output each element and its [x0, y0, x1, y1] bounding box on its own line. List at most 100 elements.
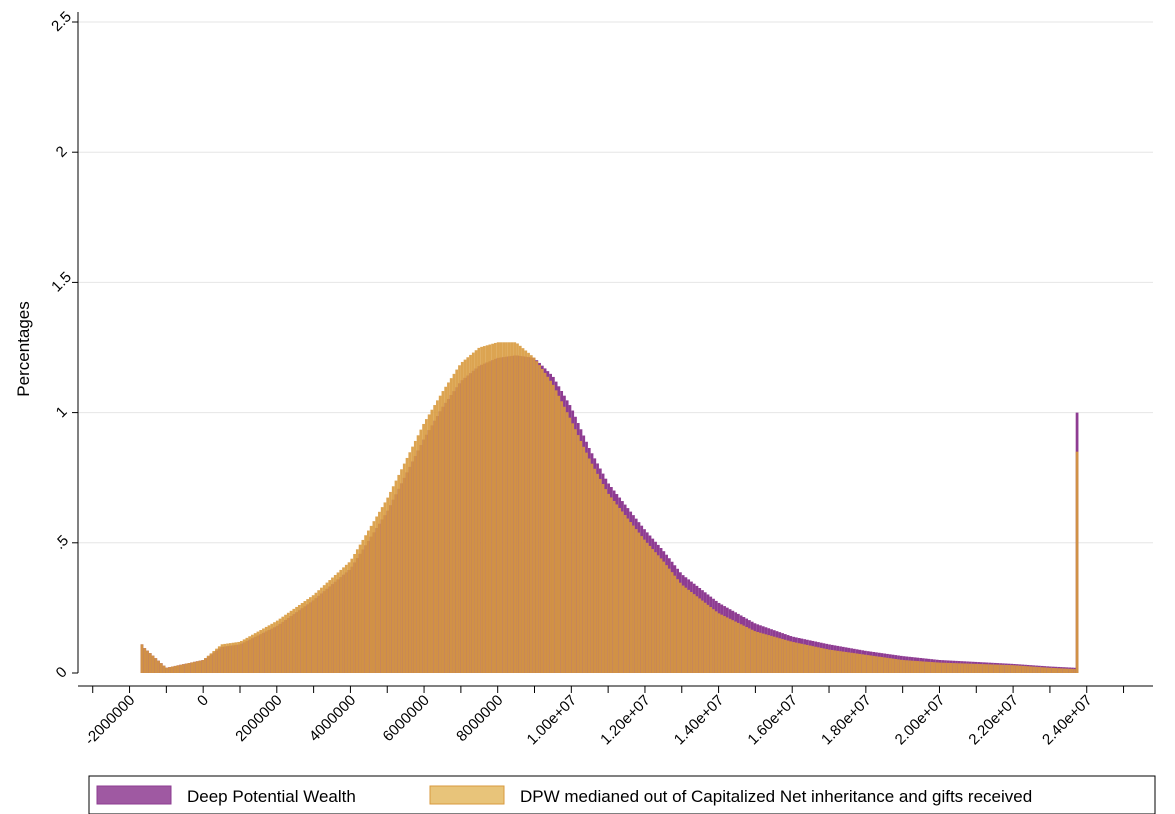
bar-dpw-medianed [554, 390, 558, 673]
bar-dpw-medianed [565, 412, 569, 673]
bar-dpw-medianed [264, 626, 268, 673]
bar-dpw-medianed [687, 589, 691, 673]
bar-dpw-medianed [864, 654, 867, 673]
bar-dpw-medianed [855, 653, 859, 673]
x-tick-label: 2.40e+07 [1039, 692, 1096, 749]
x-tick-label: 2.00e+07 [892, 692, 949, 749]
bar-dpw-medianed [499, 342, 503, 673]
bar-dpw-medianed [637, 532, 641, 673]
x-tick-label: 2000000 [232, 692, 285, 745]
bar-dpw-medianed [988, 664, 992, 673]
bar-dpw-medianed [378, 511, 381, 673]
bar-dpw-medianed [309, 597, 312, 673]
bar-dpw-medianed [811, 646, 815, 673]
bar-dpw-medianed [436, 400, 439, 673]
bar-dpw-medianed [897, 659, 900, 673]
bar-dpw-medianed [206, 655, 210, 673]
bar-dpw-medianed [808, 645, 812, 673]
bar-dpw-medianed [482, 346, 486, 673]
bar-dpw-medianed [966, 663, 969, 673]
bar-dpw-medianed [656, 555, 660, 673]
bar-dpw-medianed [742, 625, 746, 673]
bar-dpw-medianed [910, 660, 914, 673]
bar-dpw-medianed [179, 664, 183, 673]
bar-dpw-medianed [162, 665, 166, 673]
bar-dpw-medianed [411, 446, 414, 673]
bar-dpw-medianed [728, 618, 732, 673]
bar-dpw-medianed [372, 521, 376, 673]
bar-dpw-medianed [237, 641, 240, 673]
bar-dpw-medianed [1035, 666, 1038, 673]
bar-dpw-medianed [198, 660, 202, 673]
bar-dpw-medianed [819, 647, 823, 673]
bar-dpw-medianed [587, 458, 591, 673]
bar-dpw-medianed [623, 515, 627, 673]
bar-dpw-medianed [336, 572, 340, 673]
bar-dpw-medianed [681, 585, 685, 673]
bar-dpw-medianed [833, 650, 837, 673]
legend-label-deep-potential-wealth: Deep Potential Wealth [187, 787, 356, 806]
bar-dpw-medianed [416, 435, 420, 673]
legend: Deep Potential Wealth DPW medianed out o… [88, 775, 1156, 814]
bar-dpw-medianed [455, 369, 459, 673]
x-tick-label: 1.00e+07 [524, 692, 581, 749]
bar-dpw-medianed [344, 564, 348, 673]
bar-dpw-medianed [621, 511, 624, 673]
bar-dpw-medianed [886, 657, 889, 673]
bar-dpw-medianed [444, 386, 448, 673]
bar-dpw-medianed [800, 643, 804, 673]
bar-dpw-medianed [391, 486, 395, 673]
bar-dpw-medianed [582, 446, 586, 673]
bar-dpw-medianed [306, 599, 310, 673]
bar-dpw-medianed [632, 525, 635, 673]
bar-dpw-medianed [1015, 665, 1019, 673]
bar-dpw-medianed [146, 650, 149, 673]
bar-dpw-medianed [695, 596, 699, 673]
bar-dpw-medianed [963, 663, 967, 673]
bar-dpw-medianed [703, 602, 707, 673]
bar-dpw-medianed [402, 463, 406, 673]
bar-dpw-medianed [957, 663, 961, 673]
bar-dpw-medianed [540, 368, 544, 673]
bar-dpw-medianed [518, 345, 522, 673]
bar-dpw-medianed [919, 661, 922, 673]
bar-dpw-medianed [419, 429, 423, 673]
x-tick-label: 6000000 [380, 692, 433, 745]
y-tick-label: 2.5 [48, 8, 75, 35]
bar-dpw-medianed [422, 423, 425, 673]
bar-dpw-medianed [1062, 668, 1066, 673]
bar-dpw-medianed [626, 518, 630, 673]
bar-dpw-medianed [933, 662, 936, 673]
bar-dpw-medianed [502, 342, 506, 673]
bar-dpw-medianed [466, 357, 470, 673]
bar-dpw-medianed [292, 608, 296, 673]
bar-dpw-medianed [560, 401, 564, 673]
y-tick-label: 2 [53, 143, 71, 161]
bar-dpw-medianed [270, 623, 274, 673]
bar-dpw-medianed [651, 549, 655, 673]
bar-dpw-medianed [841, 651, 845, 673]
bar-dpw-medianed [858, 653, 862, 673]
bar-dpw-medianed [946, 662, 950, 673]
bar-dpw-medianed [938, 662, 942, 673]
bar-dpw-medianed [1040, 667, 1044, 673]
bar-dpw-medianed [317, 590, 321, 673]
bar-dpw-medianed [974, 663, 978, 673]
bar-dpw-medianed [217, 646, 221, 673]
bar-dpw-medianed [212, 650, 216, 673]
bar-dpw-medianed [714, 611, 718, 673]
bar-dpw-medianed [690, 591, 693, 673]
bar-dpw-medianed [328, 580, 332, 673]
bar-dpw-medianed [670, 572, 674, 673]
bar-dpw-medianed [215, 648, 218, 673]
bar-dpw-medianed [839, 651, 842, 673]
bar-dpw-medianed [968, 663, 972, 673]
bar-dpw-medianed [822, 648, 826, 673]
bar-dpw-medianed [607, 493, 610, 673]
bar-dpw-medianed [888, 658, 892, 673]
bar-dpw-medianed [1060, 668, 1063, 673]
bar-dpw-medianed [585, 452, 588, 673]
bar-dpw-medianed [355, 549, 359, 673]
bar-dpw-medianed [955, 663, 958, 673]
